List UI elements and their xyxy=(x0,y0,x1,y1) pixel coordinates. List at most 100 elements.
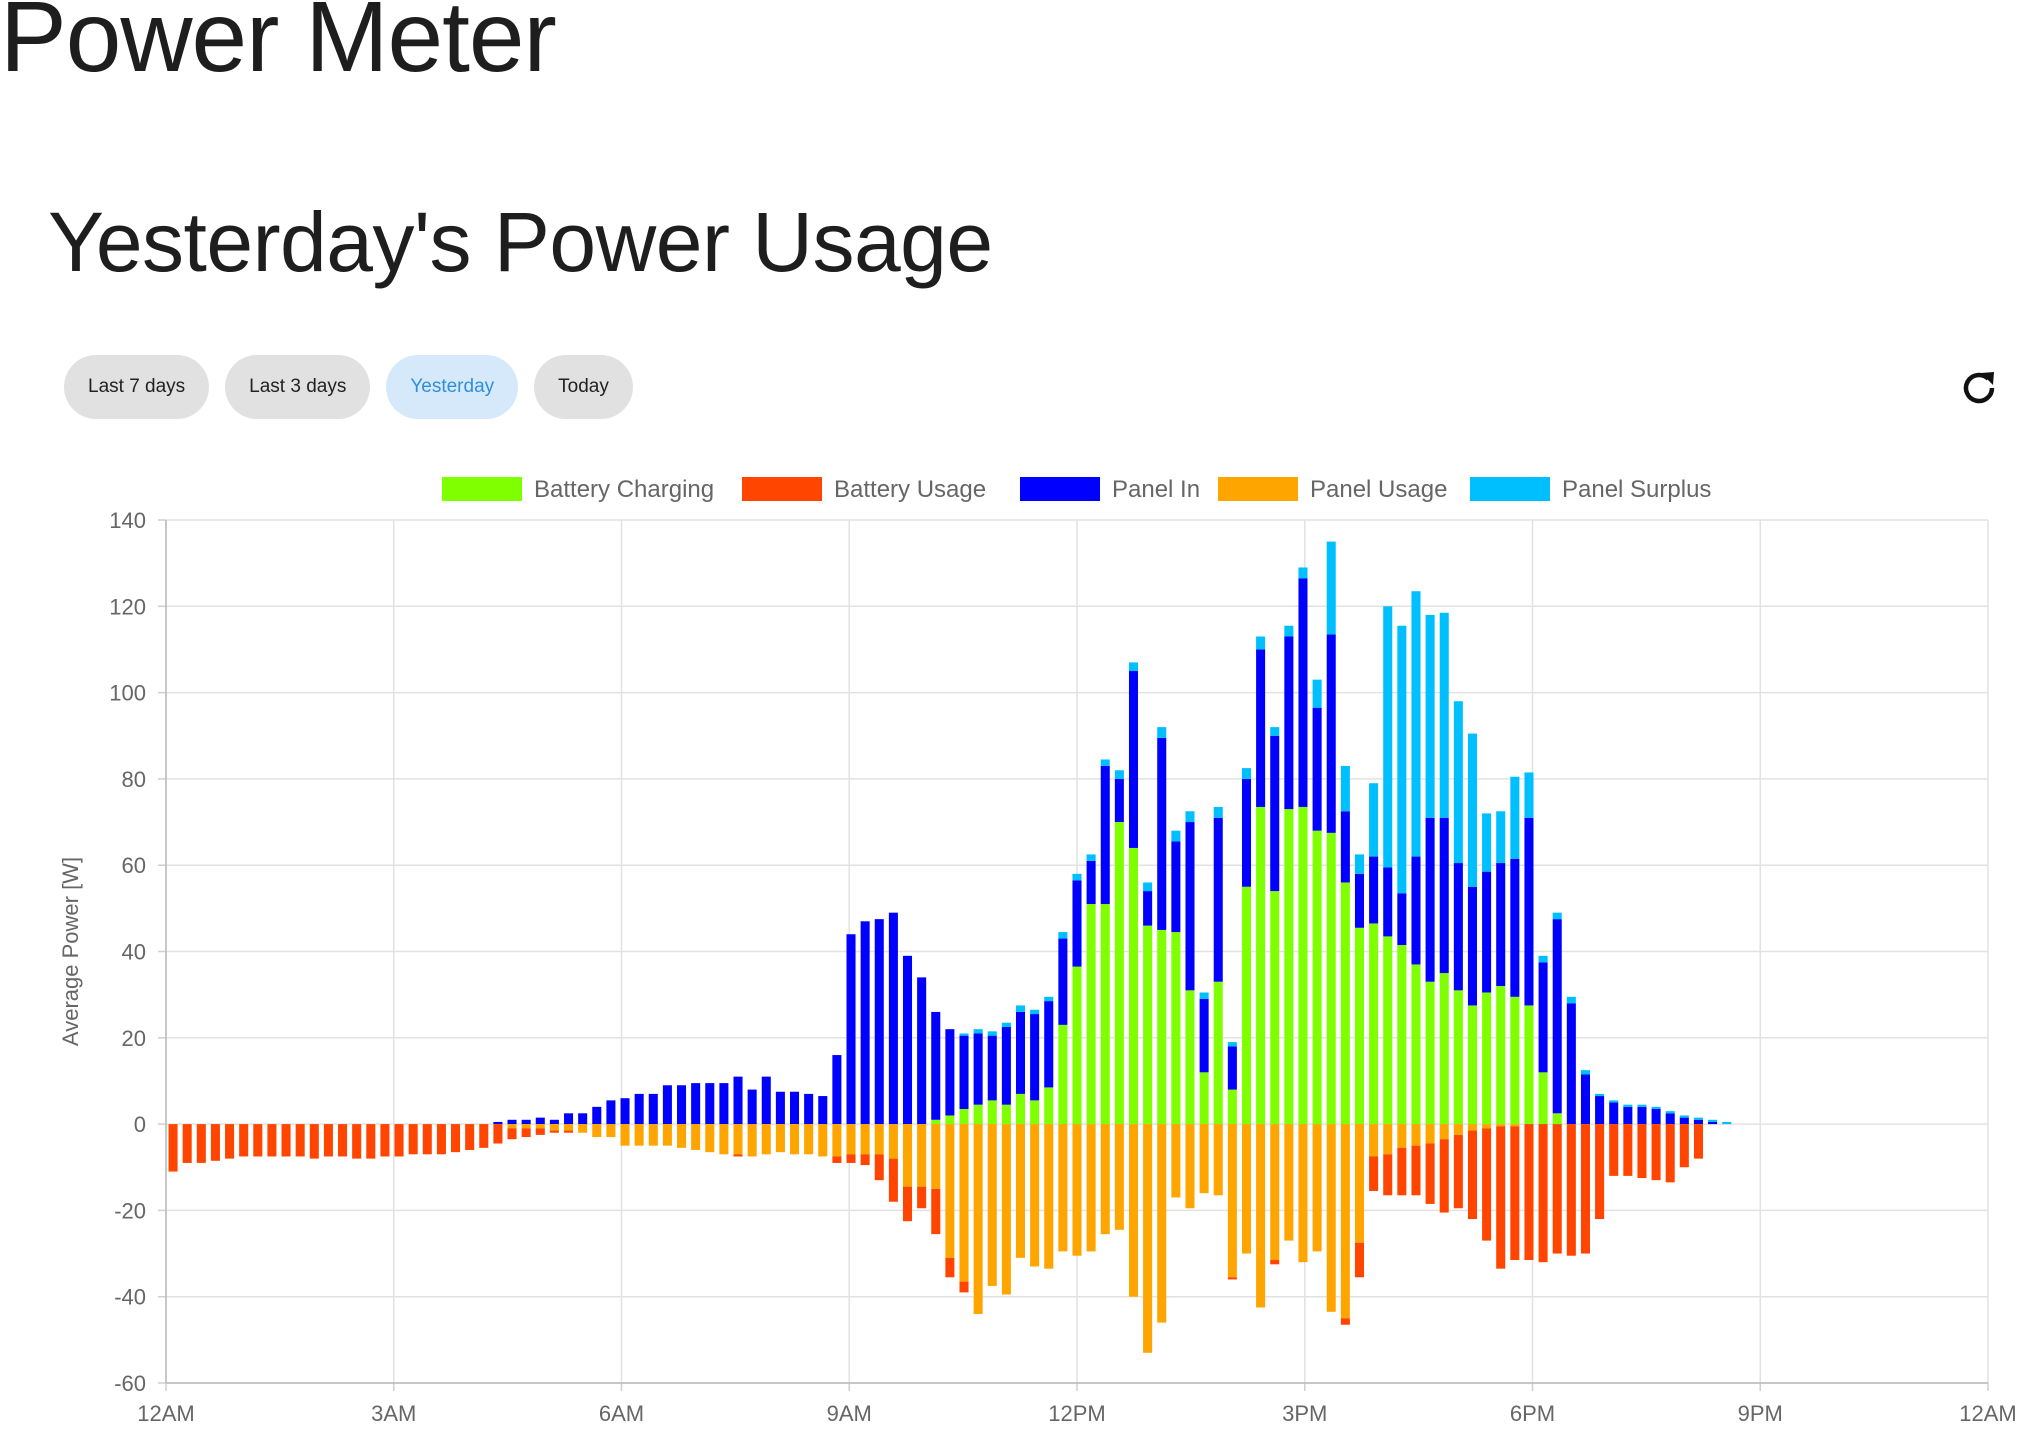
bar-battery-usage xyxy=(1524,1124,1534,1261)
bar-battery-usage xyxy=(253,1124,263,1157)
bar-panel-usage xyxy=(804,1124,814,1155)
bar-panel-usage xyxy=(1015,1124,1026,1258)
bar-panel-usage xyxy=(691,1124,701,1150)
y-tick-label: -40 xyxy=(114,1285,146,1310)
bar-battery-usage xyxy=(1383,1154,1393,1196)
bar-panel-surplus xyxy=(1128,662,1139,672)
y-tick-label: 120 xyxy=(109,594,146,619)
bar-panel-surplus xyxy=(1482,813,1492,872)
bar-battery-usage xyxy=(549,1130,559,1133)
bar-panel-in xyxy=(662,1085,672,1125)
bar-panel-surplus xyxy=(1171,830,1181,842)
bar-battery-charging xyxy=(1411,964,1421,1125)
bar-battery-usage xyxy=(1538,1124,1548,1263)
bar-panel-in xyxy=(1199,998,1209,1073)
bar-panel-usage xyxy=(1453,1124,1463,1135)
bar-panel-usage xyxy=(973,1124,983,1314)
bar-panel-surplus xyxy=(1439,612,1449,818)
bar-panel-surplus xyxy=(1015,1005,1026,1012)
x-tick-label: 9PM xyxy=(1738,1401,1783,1426)
bar-panel-usage xyxy=(959,1124,969,1282)
bar-battery-usage xyxy=(733,1154,743,1157)
legend-swatch xyxy=(1020,477,1100,501)
bar-battery-usage xyxy=(422,1124,432,1155)
bar-panel-usage xyxy=(1100,1124,1110,1235)
refresh-button[interactable] xyxy=(1957,366,2001,410)
bar-battery-usage xyxy=(860,1154,870,1166)
bar-panel-in xyxy=(493,1121,503,1125)
bar-panel-usage xyxy=(648,1124,658,1146)
bar-panel-in xyxy=(1609,1102,1619,1125)
bar-panel-in xyxy=(1241,778,1252,887)
bar-battery-usage xyxy=(465,1124,475,1150)
bar-panel-in xyxy=(620,1098,630,1125)
legend-swatch xyxy=(442,477,522,501)
bar-battery-usage xyxy=(1566,1124,1576,1256)
range-button-last-3-days[interactable]: Last 3 days xyxy=(225,355,371,419)
bar-panel-surplus xyxy=(1058,932,1068,939)
bar-battery-charging xyxy=(1425,981,1435,1125)
bar-panel-usage xyxy=(1072,1124,1082,1256)
bar-panel-in xyxy=(592,1106,602,1125)
bar-panel-usage xyxy=(1298,1124,1308,1263)
bar-panel-in xyxy=(917,977,927,1125)
y-tick-label: -20 xyxy=(114,1198,146,1223)
bar-panel-in xyxy=(691,1083,701,1125)
bar-panel-in xyxy=(1595,1096,1605,1125)
bar-battery-usage xyxy=(507,1128,517,1140)
legend-label: Battery Usage xyxy=(834,476,986,503)
bar-panel-usage xyxy=(832,1124,842,1157)
bar-battery-charging xyxy=(959,1109,969,1125)
bar-battery-usage xyxy=(323,1124,333,1157)
bar-panel-usage xyxy=(775,1124,785,1153)
bar-panel-usage xyxy=(1482,1124,1492,1129)
range-button-today[interactable]: Today xyxy=(534,355,633,419)
bar-panel-usage xyxy=(1030,1124,1040,1267)
bar-panel-surplus xyxy=(1227,1042,1237,1047)
bar-battery-charging xyxy=(1383,936,1393,1125)
bar-battery-usage xyxy=(1693,1124,1703,1159)
bar-panel-in xyxy=(1354,873,1364,928)
bar-panel-in xyxy=(1030,1014,1040,1101)
bar-panel-usage xyxy=(1467,1124,1477,1131)
bar-battery-charging xyxy=(987,1100,997,1125)
bar-panel-surplus xyxy=(959,1033,969,1036)
bar-panel-in xyxy=(564,1113,574,1125)
bar-panel-in xyxy=(1044,1001,1054,1088)
bar-panel-surplus xyxy=(1496,811,1506,864)
bar-panel-usage xyxy=(846,1124,856,1155)
range-button-yesterday[interactable]: Yesterday xyxy=(386,355,519,419)
bar-battery-usage xyxy=(338,1124,348,1157)
bar-panel-in xyxy=(535,1117,545,1125)
bar-battery-usage xyxy=(182,1124,192,1163)
bar-panel-in xyxy=(1157,737,1167,930)
range-button-last-7-days[interactable]: Last 7 days xyxy=(64,355,210,419)
bar-panel-in xyxy=(1580,1074,1590,1125)
bar-battery-usage xyxy=(267,1124,277,1157)
bar-panel-in xyxy=(634,1093,644,1125)
bar-panel-surplus xyxy=(1199,992,1209,999)
bar-battery-charging xyxy=(1114,822,1124,1125)
bar-panel-surplus xyxy=(1580,1070,1590,1075)
legend-swatch xyxy=(742,477,822,501)
bar-battery-charging xyxy=(1312,830,1322,1125)
bar-panel-in xyxy=(1326,634,1336,833)
bar-battery-charging xyxy=(1510,996,1520,1125)
bar-panel-surplus xyxy=(1524,772,1534,818)
x-tick-label: 6PM xyxy=(1510,1401,1555,1426)
bar-battery-charging xyxy=(1397,945,1407,1125)
bar-panel-surplus xyxy=(1651,1106,1661,1109)
bar-panel-in xyxy=(1143,891,1153,926)
bar-panel-usage xyxy=(1199,1124,1209,1194)
bar-battery-charging xyxy=(1171,932,1181,1125)
bar-panel-usage xyxy=(677,1124,687,1148)
bar-panel-in xyxy=(1100,765,1110,905)
bar-battery-usage xyxy=(1496,1126,1506,1269)
bar-battery-charging xyxy=(1199,1072,1209,1125)
bar-battery-charging xyxy=(1284,809,1294,1125)
legend-swatch xyxy=(1218,477,1298,501)
bar-panel-usage xyxy=(945,1124,955,1258)
bar-panel-in xyxy=(832,1055,842,1125)
bar-battery-charging xyxy=(931,1119,941,1125)
bar-panel-usage xyxy=(1001,1124,1011,1295)
